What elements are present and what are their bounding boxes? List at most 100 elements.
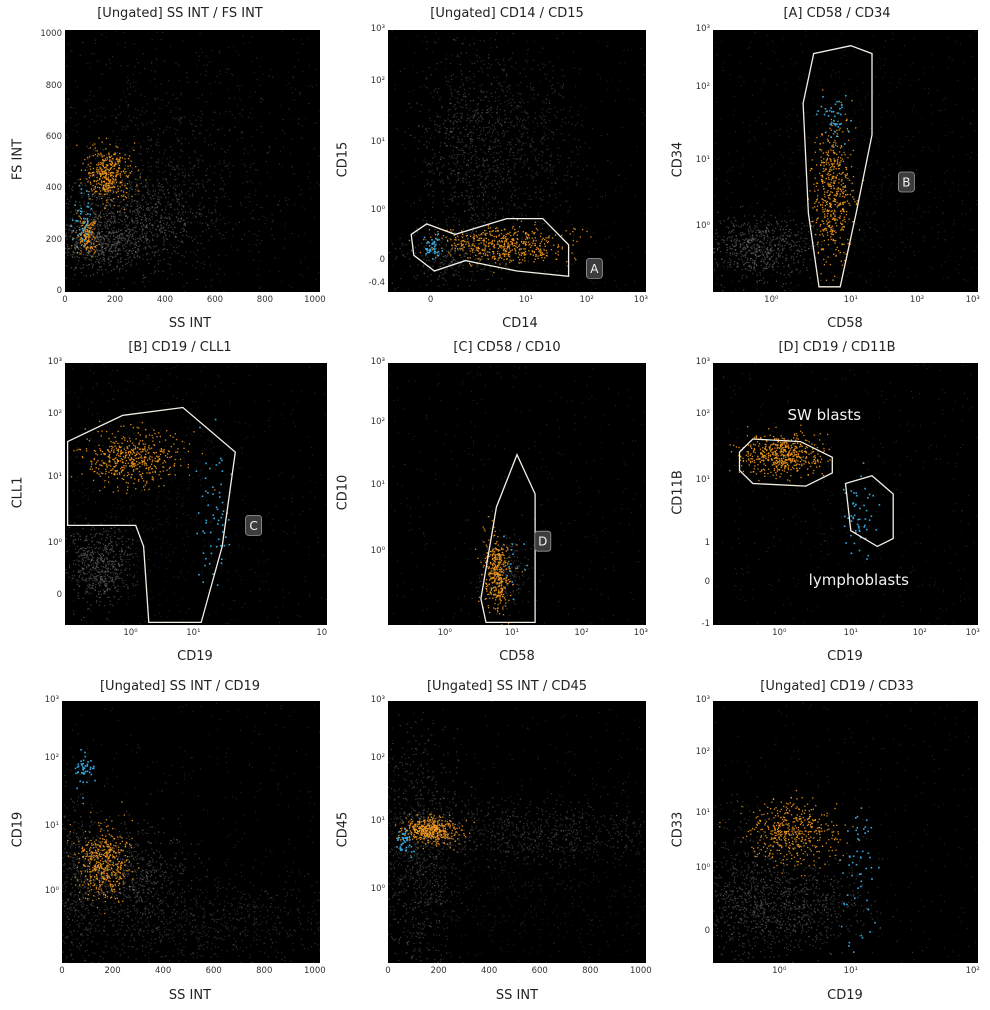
event-dot bbox=[148, 240, 151, 242]
event-dot bbox=[188, 236, 190, 238]
event-dot bbox=[65, 193, 66, 195]
event-dot bbox=[503, 70, 505, 72]
event-dot bbox=[204, 138, 206, 140]
event-dot bbox=[101, 156, 103, 158]
event-dot bbox=[145, 186, 147, 188]
event-dot bbox=[180, 150, 182, 152]
event-dot bbox=[471, 100, 473, 102]
event-dot bbox=[480, 253, 482, 255]
event-dot bbox=[501, 278, 503, 280]
event-dot bbox=[494, 258, 496, 260]
event-dot bbox=[266, 195, 268, 197]
event-dot bbox=[421, 255, 423, 257]
event-dot bbox=[488, 257, 490, 260]
event-dot bbox=[122, 206, 124, 208]
event-dot bbox=[91, 173, 93, 175]
event-dot bbox=[190, 251, 192, 253]
event-dot bbox=[410, 106, 412, 109]
event-dot bbox=[503, 254, 505, 256]
event-dot bbox=[522, 127, 524, 129]
event-dot bbox=[90, 162, 92, 164]
event-dot bbox=[213, 148, 215, 150]
event-dot bbox=[524, 111, 526, 113]
event-dot bbox=[112, 178, 115, 180]
event-dot bbox=[126, 217, 128, 220]
event-dot bbox=[124, 128, 126, 131]
event-dot bbox=[505, 263, 507, 265]
event-dot bbox=[76, 237, 78, 239]
event-dot bbox=[487, 164, 489, 166]
event-dot bbox=[457, 172, 459, 174]
event-dot bbox=[127, 257, 129, 260]
event-dot bbox=[67, 102, 69, 104]
event-dot bbox=[430, 236, 432, 238]
event-dot bbox=[498, 234, 500, 236]
event-dot bbox=[569, 110, 571, 112]
event-dot bbox=[520, 252, 522, 254]
event-dot bbox=[456, 235, 459, 237]
event-dot bbox=[106, 178, 108, 180]
event-dot bbox=[298, 123, 300, 125]
event-dot bbox=[495, 235, 497, 237]
event-dot bbox=[486, 172, 488, 174]
event-dot bbox=[550, 108, 552, 110]
event-dot bbox=[85, 211, 87, 213]
event-dot bbox=[143, 214, 145, 216]
event-dot bbox=[496, 159, 498, 161]
event-dot bbox=[256, 235, 258, 237]
event-dot bbox=[87, 254, 89, 256]
event-dot bbox=[509, 244, 511, 246]
event-dot bbox=[491, 107, 493, 109]
event-dot bbox=[90, 275, 92, 277]
event-dot bbox=[134, 246, 136, 248]
event-dot bbox=[473, 234, 475, 236]
event-dot bbox=[124, 178, 126, 180]
event-dot bbox=[83, 240, 86, 242]
event-dot bbox=[541, 122, 543, 124]
event-dot bbox=[105, 177, 107, 179]
event-dot bbox=[164, 248, 166, 250]
event-dot bbox=[426, 147, 428, 149]
event-dot bbox=[67, 207, 69, 209]
x-tick-label: 0 bbox=[62, 295, 68, 305]
event-dot bbox=[154, 251, 156, 254]
event-dot bbox=[91, 256, 93, 258]
event-dot bbox=[88, 173, 90, 175]
event-dot bbox=[453, 145, 455, 147]
event-dot bbox=[464, 173, 466, 175]
event-dot bbox=[426, 242, 428, 245]
event-dot bbox=[119, 236, 121, 238]
event-dot bbox=[507, 253, 509, 255]
event-dot bbox=[171, 221, 173, 223]
event-dot bbox=[150, 170, 152, 172]
event-dot bbox=[207, 179, 209, 181]
event-dot bbox=[139, 153, 141, 155]
event-dot bbox=[101, 250, 103, 252]
event-dot bbox=[200, 120, 202, 122]
event-dot bbox=[75, 267, 77, 269]
event-dot bbox=[70, 170, 72, 172]
event-dot bbox=[480, 91, 483, 93]
event-dot bbox=[539, 249, 541, 252]
event-dot bbox=[451, 257, 453, 259]
event-dot bbox=[103, 160, 105, 162]
event-dot bbox=[234, 117, 236, 119]
event-dot bbox=[509, 177, 512, 179]
event-dot bbox=[113, 232, 115, 234]
event-dot bbox=[271, 228, 273, 230]
event-dot bbox=[93, 171, 95, 173]
event-dot bbox=[558, 245, 560, 248]
event-dot bbox=[130, 188, 132, 190]
event-dot bbox=[89, 228, 91, 230]
event-dot bbox=[475, 235, 477, 237]
event-dot bbox=[80, 192, 83, 194]
event-dot bbox=[219, 214, 221, 216]
event-dot bbox=[451, 136, 453, 138]
event-dot bbox=[474, 254, 477, 256]
event-dot bbox=[149, 219, 151, 221]
event-dot bbox=[562, 140, 564, 142]
event-dot bbox=[495, 247, 497, 249]
event-dot bbox=[137, 128, 139, 130]
event-dot bbox=[98, 221, 100, 223]
event-dot bbox=[144, 215, 146, 217]
